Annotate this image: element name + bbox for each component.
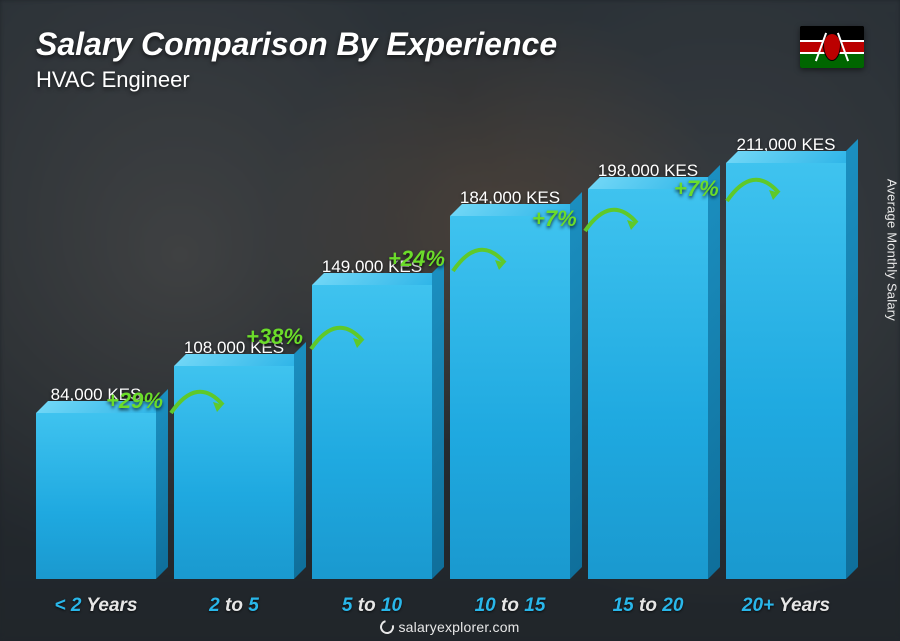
x-label-2-a: 5 <box>342 595 353 616</box>
logo-ring-icon <box>378 617 397 636</box>
page-title: Salary Comparison By Experience <box>36 26 557 63</box>
bars-container: 84,000 KES 108,000 KES 149,000 KES <box>36 101 846 579</box>
bar-0 <box>36 413 156 579</box>
bar-1 <box>174 366 294 579</box>
x-label-1: 2 to 5 <box>174 595 294 617</box>
bar-group-1: 108,000 KES <box>174 338 294 579</box>
page-subtitle: HVAC Engineer <box>36 67 557 93</box>
x-label-2-c: 10 <box>381 595 402 616</box>
y-axis-label: Average Monthly Salary <box>885 178 900 320</box>
x-label-2-b: to <box>352 595 381 616</box>
x-label-2: 5 to 10 <box>312 595 432 617</box>
bar-group-0: 84,000 KES <box>36 385 156 579</box>
x-label-1-a: 2 <box>209 595 220 616</box>
kenya-flag-icon <box>800 26 864 68</box>
x-label-0: < 2 Years <box>36 595 156 617</box>
footer: salaryexplorer.com <box>0 619 900 635</box>
x-label-3-c: 15 <box>524 595 545 616</box>
x-label-5: 20+ Years <box>726 595 846 617</box>
x-label-5-a: 20+ <box>742 595 774 616</box>
bar-2 <box>312 285 432 579</box>
x-label-4-c: 20 <box>662 595 683 616</box>
x-label-5-b: Years <box>774 595 830 616</box>
bar-3 <box>450 216 570 579</box>
bar-group-5: 211,000 KES <box>726 135 846 579</box>
bar-group-3: 184,000 KES <box>450 188 570 579</box>
x-label-4-b: to <box>634 595 663 616</box>
bar-4 <box>588 189 708 579</box>
bar-group-4: 198,000 KES <box>588 161 708 579</box>
x-label-0-b: Years <box>81 595 137 616</box>
x-axis-labels: < 2 Years 2 to 5 5 to 10 10 to 15 15 to … <box>36 595 846 617</box>
title-block: Salary Comparison By Experience HVAC Eng… <box>36 26 557 93</box>
x-label-4-a: 15 <box>613 595 634 616</box>
x-label-3: 10 to 15 <box>450 595 570 617</box>
x-label-1-c: 5 <box>248 595 259 616</box>
header: Salary Comparison By Experience HVAC Eng… <box>36 26 864 93</box>
bar-5 <box>726 163 846 579</box>
content-wrapper: Salary Comparison By Experience HVAC Eng… <box>0 0 900 641</box>
x-label-4: 15 to 20 <box>588 595 708 617</box>
x-label-1-b: to <box>220 595 249 616</box>
x-label-3-b: to <box>496 595 525 616</box>
x-label-3-a: 10 <box>475 595 496 616</box>
x-label-0-a: < 2 <box>55 595 82 616</box>
footer-text: salaryexplorer.com <box>398 619 519 635</box>
bar-group-2: 149,000 KES <box>312 257 432 579</box>
chart-area: 84,000 KES 108,000 KES 149,000 KES <box>36 101 864 623</box>
